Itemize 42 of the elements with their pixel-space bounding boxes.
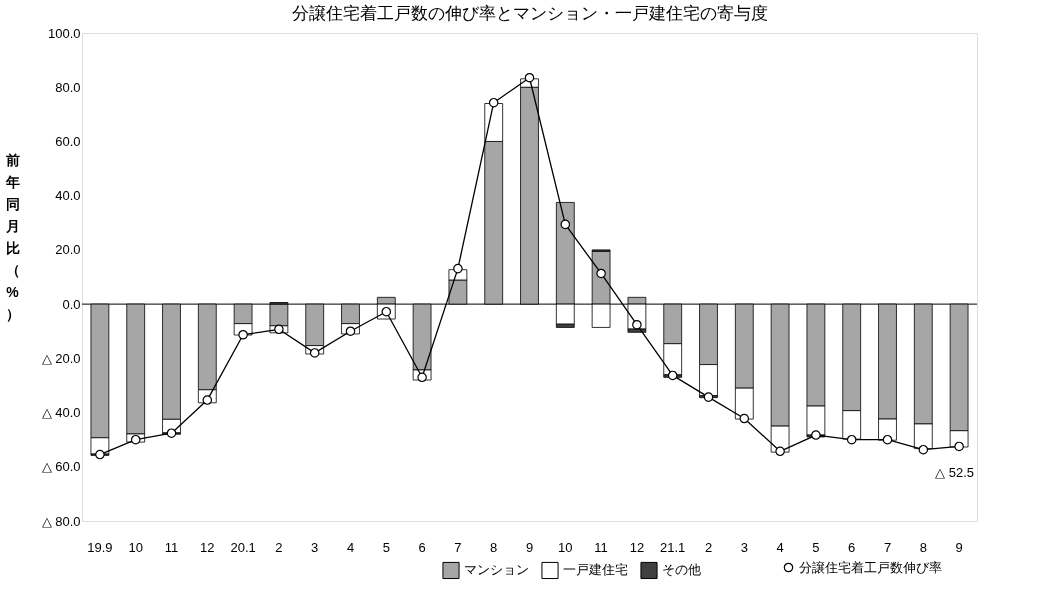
x-tick-label: 8: [490, 539, 498, 555]
x-tick-label: 4: [346, 539, 355, 555]
x-tick-label: 9: [525, 539, 534, 555]
x-tick-label: 4: [776, 539, 784, 555]
y-tick-label: △ 40.0: [41, 405, 81, 421]
x-tick-label: 3: [311, 539, 319, 555]
y-tick-label: 80.0: [55, 79, 81, 95]
legend-label: マンション: [464, 562, 529, 578]
x-tick-label: 2: [704, 539, 713, 555]
legend-label: その他: [662, 562, 701, 578]
x-tick-label: 11: [164, 539, 179, 555]
x-tick-label: 2: [275, 539, 283, 555]
legend-label: 一戸建住宅: [563, 562, 628, 578]
x-tick-label: 19.9: [87, 539, 113, 555]
y-tick-label: △ 20.0: [41, 350, 81, 366]
chart-title: 分譲住宅着工戸数の伸び率とマンション・一戸建住宅の寄与度: [291, 4, 768, 23]
x-tick-label: 12: [629, 539, 645, 555]
x-tick-label: 8: [919, 539, 927, 555]
x-tick-label: 20.1: [230, 539, 256, 555]
x-tick-label: 12: [200, 539, 215, 555]
y-tick-label: △ 60.0: [41, 459, 81, 475]
x-tick-label: 9: [955, 539, 963, 555]
x-tick-label: 21.1: [660, 539, 686, 555]
y-tick-label: 40.0: [55, 188, 81, 204]
x-tick-label: 6: [848, 539, 856, 555]
annotation: △ 52.5: [935, 465, 974, 480]
x-tick-label: 7: [883, 539, 892, 555]
x-tick-label: 10: [558, 539, 573, 555]
x-tick-label: 7: [454, 539, 462, 555]
x-tick-label: 6: [418, 539, 426, 555]
y-tick-label: 20.0: [55, 242, 81, 258]
x-tick-label: 11: [594, 539, 608, 555]
y-tick-label: △ 80.0: [41, 513, 81, 529]
x-tick-label: 10: [128, 539, 143, 555]
x-tick-label: 5: [382, 539, 390, 555]
y-tick-label: 100.0: [47, 25, 81, 41]
y-tick-label: 0.0: [62, 296, 81, 312]
y-tick-label: 60.0: [55, 133, 81, 149]
legend-label: 分譲住宅着工戸数伸び率: [799, 559, 942, 575]
x-tick-label: 5: [812, 539, 820, 555]
x-tick-label: 3: [740, 539, 748, 555]
y-axis-title: 前年同月比（%）: [4, 151, 20, 322]
